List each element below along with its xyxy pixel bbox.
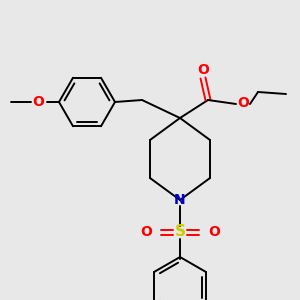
Text: O: O — [208, 225, 220, 239]
Text: N: N — [174, 193, 186, 207]
Text: O: O — [197, 63, 209, 77]
Text: O: O — [237, 96, 249, 110]
Text: S: S — [175, 224, 185, 239]
Text: O: O — [140, 225, 152, 239]
Text: O: O — [32, 95, 44, 109]
